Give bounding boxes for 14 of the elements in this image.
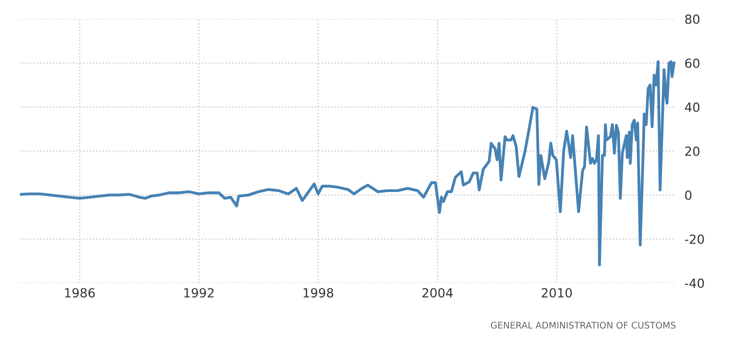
- text: GENERAL ADMINISTRATION OF CUSTOMS: [490, 322, 676, 329]
- y-tick-label: 80: [685, 14, 700, 24]
- x-tick-label: 1986: [65, 288, 95, 298]
- y-tick-label: 40: [684, 102, 700, 112]
- y-tick-label: -20: [684, 234, 704, 244]
- y-tick-label: 20: [685, 146, 700, 156]
- y-tick-label: 60: [685, 58, 700, 68]
- x-tick-label: 1998: [304, 288, 334, 298]
- x-tick-label: 2004: [422, 288, 453, 298]
- x-tick-label: 2010: [542, 288, 572, 298]
- y-tick-label: 0: [685, 190, 692, 200]
- x-tick-label: 1992: [184, 288, 214, 298]
- y-tick-label: -40: [684, 278, 704, 288]
- line-series: [20, 60, 676, 266]
